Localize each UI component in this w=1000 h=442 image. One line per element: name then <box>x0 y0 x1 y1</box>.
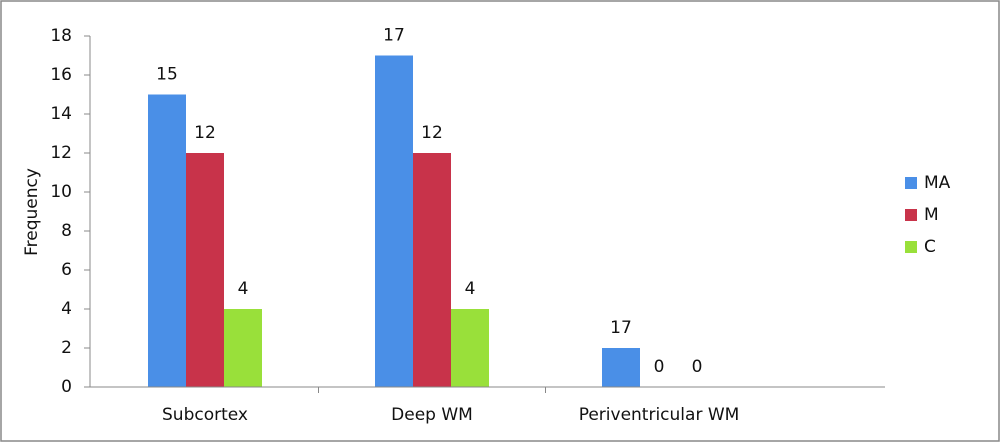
y-tick-label: 6 <box>61 260 72 280</box>
data-label: 12 <box>421 123 443 143</box>
bar <box>224 309 262 387</box>
legend-label: C <box>924 237 936 257</box>
bar <box>602 348 640 387</box>
data-label: 4 <box>238 279 249 299</box>
bar <box>186 153 224 387</box>
y-tick-label: 0 <box>61 377 72 397</box>
y-tick-label: 2 <box>61 338 72 358</box>
data-label: 15 <box>156 65 178 85</box>
y-axis-label: Frequency <box>22 168 42 256</box>
data-label: 0 <box>692 357 703 377</box>
bar <box>451 309 489 387</box>
legend-swatch <box>905 209 917 221</box>
data-label: 4 <box>465 279 476 299</box>
data-label: 17 <box>383 26 405 46</box>
y-tick-label: 16 <box>50 65 72 85</box>
x-tick-label: Deep WM <box>391 405 473 425</box>
y-tick-label: 14 <box>50 104 72 124</box>
y-tick-label: 12 <box>50 143 72 163</box>
y-tick-label: 18 <box>50 26 72 46</box>
y-tick-label: 8 <box>61 221 72 241</box>
legend-label: M <box>924 205 939 225</box>
bar <box>413 153 451 387</box>
legend-swatch <box>905 241 917 253</box>
x-tick-label: Subcortex <box>162 405 248 425</box>
bar <box>375 55 413 387</box>
y-tick-label: 10 <box>50 182 72 202</box>
data-label: 17 <box>610 318 632 338</box>
x-tick-label: Periventricular WM <box>579 405 740 425</box>
y-tick-label: 4 <box>61 299 72 319</box>
bar <box>148 94 186 387</box>
data-label: 12 <box>194 123 216 143</box>
legend-swatch <box>905 177 917 189</box>
data-label: 0 <box>654 357 665 377</box>
legend-label: MA <box>924 173 951 193</box>
